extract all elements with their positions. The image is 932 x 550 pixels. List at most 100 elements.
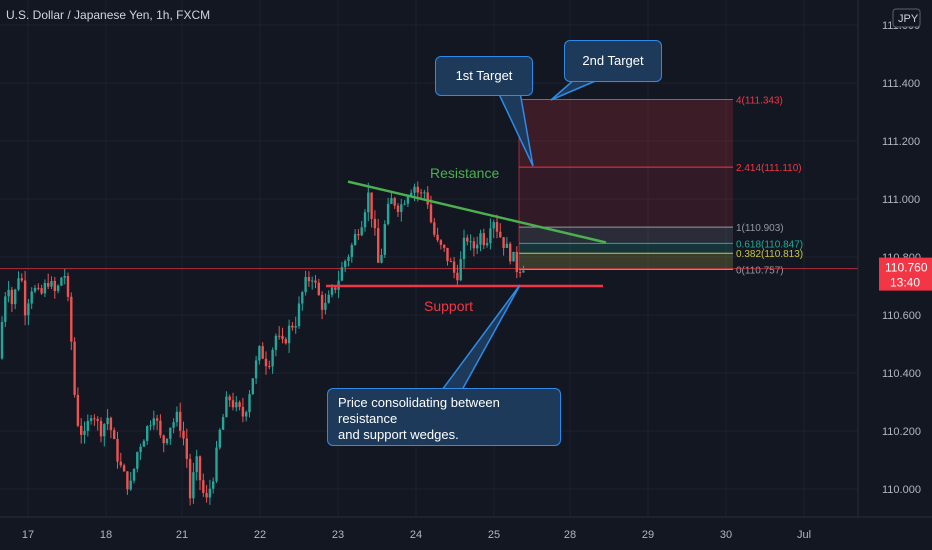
candle-55 [182, 421, 185, 446]
candle-body-26 [86, 420, 89, 431]
time-axis[interactable]: 17 18 21 22 23 24 25 28 29 30 Jul [0, 516, 932, 550]
candle-147 [485, 237, 489, 248]
callout-consolidation-note[interactable]: Price consolidating between resistance a… [327, 388, 561, 446]
candle-body-18 [60, 277, 63, 286]
candle-143 [472, 237, 476, 257]
candle-body-51 [169, 427, 172, 439]
candle-140 [462, 229, 466, 269]
candle-142 [469, 234, 472, 251]
fib-label-5: 0(110.757) [736, 265, 784, 276]
candle-5 [17, 271, 20, 292]
candle-body-45 [149, 425, 152, 427]
candle-body-135 [446, 247, 449, 262]
candle-46 [152, 410, 155, 430]
candle-body-29 [96, 418, 99, 421]
candle-135 [446, 247, 449, 266]
candle-body-42 [139, 446, 142, 453]
candle-79 [261, 342, 264, 360]
candle-21 [70, 292, 73, 351]
support-label: Support [424, 298, 473, 314]
candle-68 [225, 391, 228, 418]
candle-90 [297, 296, 301, 329]
candle-66 [218, 428, 221, 450]
trend-lines[interactable]: Resistance Support [326, 78, 607, 391]
candle-body-86 [284, 339, 287, 344]
candle-body-27 [89, 418, 93, 421]
candle-132 [436, 227, 439, 243]
candle-body-93 [307, 276, 311, 282]
candle-104 [344, 259, 347, 273]
candle-45 [149, 420, 152, 431]
candle-86 [284, 337, 287, 345]
price-tick-6: 110.400 [882, 368, 921, 380]
callout-2nd-target[interactable]: 2nd Target [564, 40, 662, 82]
candle-97 [320, 291, 324, 320]
candle-body-104 [344, 261, 347, 268]
target2-pointer [550, 78, 601, 101]
candle-11 [37, 283, 40, 291]
candle-body-17 [56, 285, 60, 292]
candle-65 [215, 440, 218, 483]
candle-body-87 [287, 325, 291, 344]
callout-1st-target[interactable]: 1st Target [435, 56, 533, 96]
candle-body-10 [33, 287, 37, 292]
candle-69 [228, 394, 231, 407]
candle-body-7 [23, 280, 27, 316]
candle-body-95 [314, 280, 317, 283]
candle-95 [314, 275, 317, 289]
candle-31 [103, 423, 106, 447]
candle-38 [126, 471, 129, 495]
candle-154 [509, 241, 512, 265]
candle-body-6 [20, 278, 23, 281]
fibonacci-extension[interactable]: 4(111.343) 2.414(111.110) 1(110.903) 0.618(… [0, 96, 858, 277]
candle-body-37 [122, 465, 126, 472]
candle-137 [452, 256, 456, 279]
time-tick-10: Jul [797, 529, 811, 541]
candle-113 [373, 210, 377, 236]
candle-112 [370, 192, 373, 228]
time-tick-3: 22 [254, 529, 266, 541]
candle-body-73 [241, 406, 245, 417]
candle-body-137 [452, 261, 456, 273]
candle-body-141 [466, 237, 469, 242]
candle-body-117 [386, 203, 390, 225]
candle-body-115 [380, 254, 383, 263]
candle-body-107 [353, 234, 357, 245]
candle-37 [122, 463, 126, 472]
candle-44 [146, 425, 149, 445]
candle-28 [93, 414, 96, 426]
candle-body-97 [320, 295, 324, 310]
candle-59 [195, 449, 198, 481]
candle-body-149 [492, 222, 495, 229]
candle-77 [254, 355, 258, 384]
candle-body-40 [132, 468, 136, 481]
candle-6 [20, 273, 23, 283]
candle-body-156 [515, 251, 518, 272]
candle-body-96 [317, 282, 320, 296]
candle-70 [231, 392, 235, 411]
callout-2nd-target-text: 2nd Target [582, 53, 644, 68]
candle-body-68 [225, 396, 228, 418]
price-tick-5: 110.600 [882, 310, 921, 322]
candle-body-62 [205, 492, 208, 498]
price-axis[interactable]: 111.600111.400111.200111.000110.800110.6… [857, 0, 932, 550]
candle-body-41 [136, 452, 139, 469]
candle-81 [268, 360, 271, 370]
candle-body-127 [419, 192, 423, 194]
fib-zone-2 [519, 227, 733, 244]
candle-111 [367, 182, 370, 222]
fib-label-4: 0.382(110.813) [736, 249, 803, 260]
candle-121 [400, 199, 403, 222]
candle-109 [360, 220, 363, 237]
candle-body-153 [505, 243, 509, 249]
candle-body-105 [347, 256, 350, 262]
candle-84 [278, 326, 281, 340]
candle-body-157 [518, 271, 522, 273]
candle-64 [212, 477, 215, 494]
candle-60 [198, 455, 202, 491]
candle-53 [175, 406, 179, 427]
candle-80 [264, 351, 268, 375]
currency-badge [892, 8, 921, 28]
candle-body-16 [53, 280, 56, 292]
